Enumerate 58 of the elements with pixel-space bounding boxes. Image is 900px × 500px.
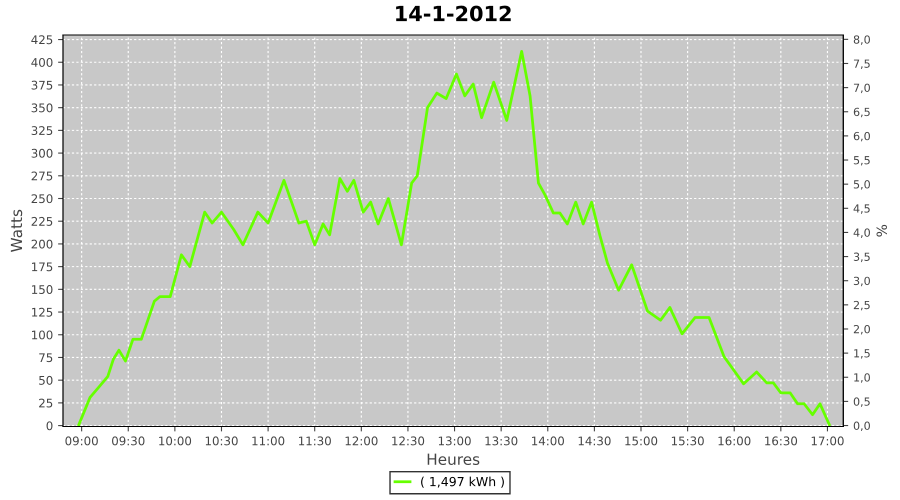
chart-title: 14-1-2012	[396, 6, 511, 22]
y2-tick-label: 5,5	[854, 156, 870, 166]
line-series	[77, 50, 831, 426]
y-tick-label: 25	[39, 398, 52, 408]
y-tick-label: 125	[32, 308, 52, 317]
x-axis-title: Heures	[428, 454, 480, 466]
x-tick-label: 09:00	[65, 436, 98, 446]
x-tick-label: 16:30	[765, 436, 798, 446]
y-axis-title: Watts	[10, 210, 22, 252]
y-tick-label: 175	[32, 262, 52, 272]
x-tick-label: 13:00	[438, 436, 471, 446]
y-tick-label: 400	[31, 58, 52, 67]
y2-tick-label: 0,5	[854, 397, 870, 407]
x-tick-label: 14:30	[578, 436, 611, 446]
y2-tick-label: 8,0	[854, 35, 870, 45]
y-tick-label: 200	[32, 240, 52, 249]
y-tick-label: 325	[32, 126, 52, 136]
y-tick-label: 50	[39, 376, 52, 385]
x-tick-label: 10:30	[206, 436, 238, 446]
y2-tick-label: 0,0	[854, 422, 870, 432]
y-tick-label: 250	[32, 194, 52, 204]
x-tick-label: 13:30	[485, 436, 518, 446]
y2-tick-label: 3,0	[854, 276, 870, 286]
y2-tick-label: 3,5	[854, 252, 870, 262]
y-tick-label: 275	[32, 172, 52, 180]
x-tick-label: 11:00	[252, 436, 284, 446]
legend-label: ( 1,497 kWh )	[421, 476, 504, 488]
y2-tick-label: 6,0	[854, 132, 870, 142]
x-tick-label: 15:30	[672, 436, 704, 446]
y-tick-label: 425	[31, 35, 52, 44]
y-tick-label: 350	[32, 103, 52, 112]
x-tick-label: 09:30	[112, 436, 144, 446]
y2-tick-label: 1,0	[854, 373, 870, 383]
y2-tick-label: 5,0	[854, 180, 870, 190]
y-tick-label: 150	[32, 285, 52, 294]
y-tick-label: 300	[32, 148, 52, 158]
y-tick-label: 225	[32, 216, 52, 226]
x-tick-label: 16:00	[718, 436, 750, 446]
y2-tick-label: 2,5	[854, 300, 870, 310]
y2-axis-title: %	[876, 224, 887, 237]
x-tick-label: 17:00	[812, 436, 844, 446]
x-tick-label: 11:30	[298, 436, 331, 446]
y-tick-label: 75	[39, 353, 52, 362]
x-tick-label: 12:30	[392, 436, 424, 446]
x-tick-label: 15:00	[625, 436, 658, 446]
y2-tick-label: 4,5	[854, 204, 870, 214]
y-tick-label: 375	[32, 80, 52, 90]
y2-tick-label: 4,0	[854, 228, 870, 238]
y2-tick-label: 7,5	[854, 60, 870, 69]
x-tick-label: 12:00	[346, 436, 378, 446]
y-tick-label: 0	[46, 421, 52, 430]
y2-tick-label: 1,5	[854, 349, 870, 359]
y-tick-label: 100	[32, 330, 52, 340]
x-tick-label: 10:00	[159, 436, 192, 446]
y2-tick-label: 2,0	[854, 324, 870, 334]
y2-tick-label: 7,0	[854, 84, 870, 94]
y2-tick-label: 6,5	[854, 108, 870, 118]
x-tick-label: 14:00	[532, 436, 564, 446]
